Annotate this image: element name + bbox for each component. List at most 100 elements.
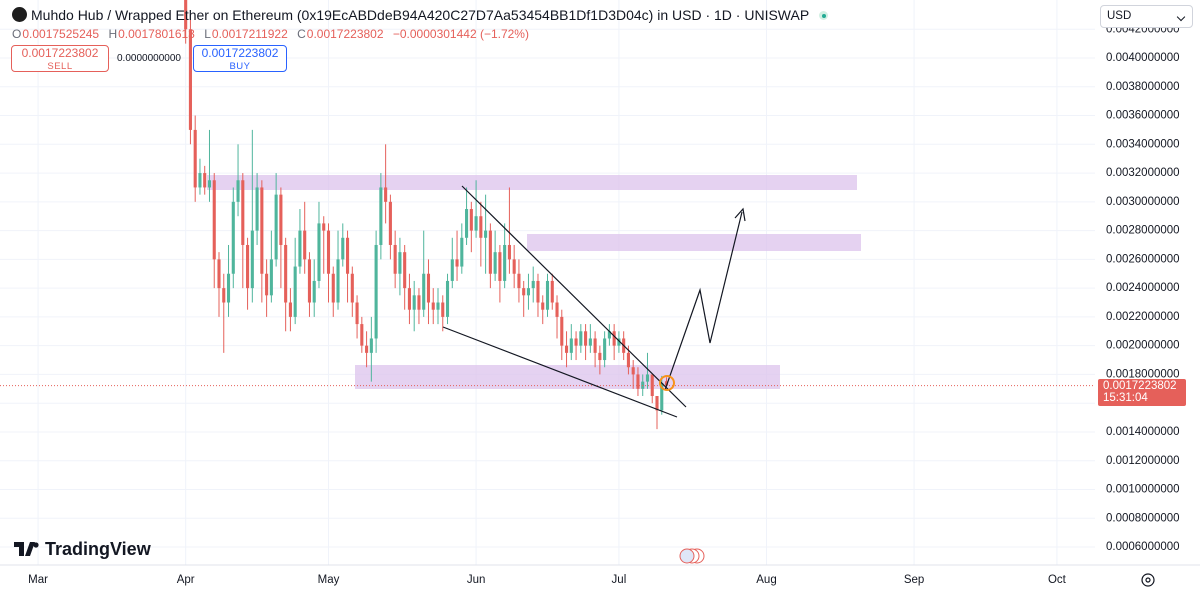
buy-button[interactable]: 0.0017223802 BUY: [193, 45, 287, 72]
y-tick-label: 0.0034000000: [1106, 138, 1180, 150]
candle-body: [307, 259, 312, 303]
candle-body: [236, 180, 240, 202]
candles: [0, 0, 1095, 430]
x-tick-label: Aug: [756, 574, 776, 586]
currency-dropdown[interactable]: USD: [1100, 5, 1193, 28]
y-tick-label: 0.0032000000: [1106, 167, 1180, 179]
candle-body: [326, 230, 331, 274]
candle-body: [379, 187, 383, 245]
highlight-circle: [659, 375, 675, 391]
event-icons: [679, 548, 705, 564]
x-tick-label: Oct: [1048, 574, 1067, 586]
candle-body: [341, 237, 345, 260]
brand-logo: TradingView: [14, 539, 151, 560]
candle-body: [407, 288, 411, 310]
candle-body: [293, 266, 297, 317]
symbol-title: Muhdo Hub / Wrapped Ether on Ethereum (0…: [31, 7, 810, 23]
candle-body: [288, 302, 292, 317]
candle-body: [303, 230, 307, 260]
axes: 0.0006000000 0.0008000000 0.0010000000 0.00…: [28, 23, 1179, 586]
candle-body: [612, 331, 616, 346]
candle-body: [393, 244, 397, 274]
change: −0.0000301442 (−1.72%): [392, 27, 529, 41]
candle-body: [255, 187, 259, 231]
trend-line: [461, 185, 687, 408]
candle-body: [493, 252, 497, 274]
candle-body: [474, 216, 478, 231]
spread: 0.0000000000: [117, 53, 181, 64]
symbol-logo: [12, 7, 27, 22]
chart-header: Muhdo Hub / Wrapped Ether on Ethereum (0…: [12, 7, 829, 23]
arrow-head: [734, 207, 746, 222]
candle-body: [312, 280, 316, 303]
x-tick-label: Jul: [612, 574, 627, 586]
y-tick-label: 0.0010000000: [1106, 484, 1180, 496]
ohlc-key: C: [297, 27, 306, 41]
y-tick-label: 0.0024000000: [1106, 282, 1180, 294]
candle-body: [598, 352, 602, 361]
candle-body: [545, 280, 550, 310]
last-price: 0.0017223802: [1103, 379, 1177, 392]
candle-body: [441, 302, 445, 317]
projection-path: [664, 211, 743, 391]
y-tick-label: 0.0036000000: [1106, 110, 1180, 122]
x-tick-label: Sep: [904, 574, 924, 586]
candle-body: [350, 273, 354, 303]
y-tick-label: 0.0018000000: [1106, 368, 1180, 380]
candle-body: [531, 280, 535, 289]
candle-body: [250, 230, 254, 289]
candle-body: [584, 331, 588, 346]
y-tick-label: 0.0006000000: [1106, 541, 1180, 553]
candle-body: [522, 288, 526, 296]
candle-body: [526, 288, 531, 296]
y-tick-label: 0.0020000000: [1106, 340, 1180, 352]
candle-body: [369, 338, 373, 353]
candle-body: [645, 374, 650, 382]
candle-body: [517, 273, 521, 289]
trend-line: [442, 326, 678, 418]
settings-icon[interactable]: [1141, 573, 1155, 587]
candle-body: [265, 273, 269, 296]
candle-body: [388, 201, 392, 245]
candle-body: [412, 295, 416, 310]
candle-body: [450, 259, 454, 281]
candle-body: [322, 223, 326, 231]
candle-body: [541, 302, 545, 310]
buy-label: BUY: [229, 61, 251, 72]
brand-name: TradingView: [45, 539, 151, 559]
brand-icon: [14, 542, 39, 556]
candle-body: [374, 244, 378, 339]
y-tick-label: 0.0028000000: [1106, 225, 1180, 237]
candle-body: [593, 338, 597, 353]
ohlc-value: 0.0017801613: [118, 27, 195, 41]
candle-body: [212, 180, 216, 260]
candle-body: [579, 331, 583, 346]
y-tick-label: 0.0026000000: [1106, 253, 1180, 265]
y-tick-label: 0.0022000000: [1106, 311, 1180, 323]
candle-body: [284, 244, 288, 303]
candle-body: [536, 280, 540, 303]
y-tick-label: 0.0008000000: [1106, 512, 1180, 524]
candle-body: [636, 374, 640, 389]
candle-body: [231, 201, 235, 274]
candle-body: [588, 338, 592, 346]
y-tick-label: 0.0014000000: [1106, 426, 1180, 438]
candle-body: [507, 244, 511, 260]
candle-body: [345, 237, 350, 274]
candle-body: [564, 345, 569, 353]
x-tick-label: Jun: [467, 574, 486, 586]
candle-body: [455, 259, 459, 267]
candle-body: [650, 374, 654, 397]
candle-body: [484, 230, 488, 238]
candle-body: [222, 288, 226, 303]
candle-body: [512, 259, 516, 274]
sell-button[interactable]: 0.0017223802 SELL: [11, 45, 109, 72]
candle-body: [469, 209, 473, 231]
candle-body: [269, 259, 273, 296]
sell-label: SELL: [47, 61, 73, 72]
candle-body: [617, 338, 621, 346]
candle-body: [365, 345, 369, 353]
candle-body: [550, 280, 554, 303]
